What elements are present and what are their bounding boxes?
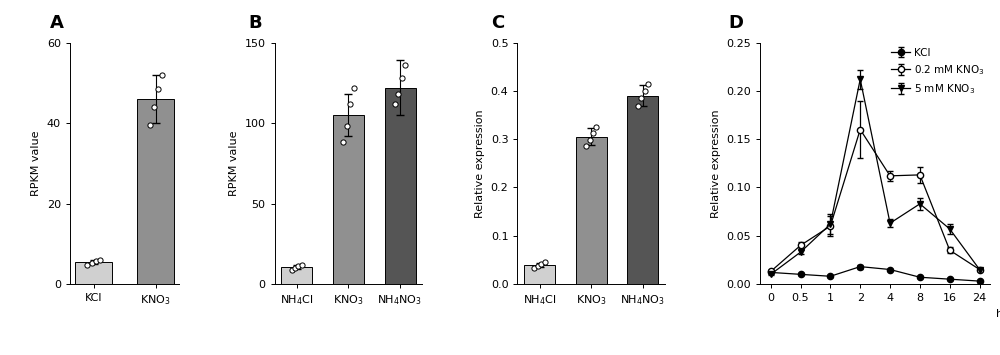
Text: B: B <box>248 13 262 32</box>
Point <box>585 131 601 136</box>
Point <box>630 104 646 109</box>
Point <box>346 85 362 91</box>
Point <box>342 101 358 106</box>
Point <box>150 86 166 92</box>
Point <box>578 143 594 149</box>
Point <box>284 267 300 272</box>
Y-axis label: RPKM value: RPKM value <box>31 131 41 196</box>
Bar <box>385 88 416 284</box>
Point <box>335 140 351 145</box>
Bar <box>281 267 312 284</box>
Point <box>582 137 598 143</box>
Bar <box>333 115 364 284</box>
Point <box>390 91 406 97</box>
Point <box>530 263 546 269</box>
Point <box>92 257 108 263</box>
Bar <box>75 262 112 284</box>
Point <box>84 260 100 266</box>
Bar <box>576 137 607 284</box>
Point <box>294 262 310 268</box>
Point <box>394 75 410 81</box>
Text: C: C <box>491 13 504 32</box>
Point <box>397 62 413 68</box>
Point <box>533 261 549 267</box>
Point <box>526 265 542 271</box>
Point <box>79 262 95 268</box>
Point <box>339 124 355 129</box>
Point <box>146 104 162 110</box>
Point <box>637 88 653 94</box>
Point <box>154 72 170 78</box>
Y-axis label: Relative expression: Relative expression <box>711 109 721 218</box>
Point <box>588 124 604 130</box>
Bar <box>524 265 555 284</box>
Point <box>633 95 649 101</box>
Text: h: h <box>996 309 1000 319</box>
Point <box>287 265 303 271</box>
Bar <box>627 96 658 284</box>
Y-axis label: RPKM value: RPKM value <box>229 131 239 196</box>
Y-axis label: Relative expression: Relative expression <box>475 109 485 218</box>
Point <box>387 101 403 106</box>
Text: A: A <box>50 13 64 32</box>
Text: D: D <box>728 13 743 32</box>
Legend: KCl, 0.2 mM KNO$_3$, 5 mM KNO$_3$: KCl, 0.2 mM KNO$_3$, 5 mM KNO$_3$ <box>891 48 985 96</box>
Bar <box>137 99 174 284</box>
Point <box>640 81 656 87</box>
Point <box>142 122 158 128</box>
Point <box>88 258 104 263</box>
Point <box>290 263 306 269</box>
Point <box>537 259 553 264</box>
